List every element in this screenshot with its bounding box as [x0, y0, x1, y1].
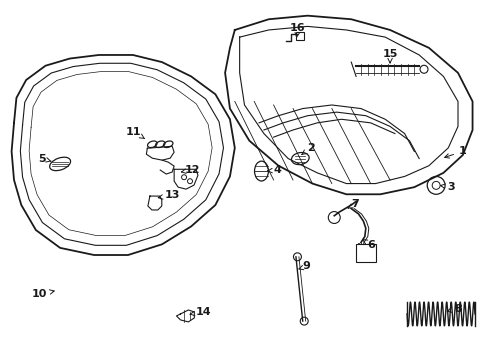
Text: 4: 4: [267, 165, 281, 175]
Text: 9: 9: [298, 261, 310, 271]
Text: 16: 16: [289, 23, 305, 37]
Text: 13: 13: [158, 190, 180, 201]
Text: 5: 5: [38, 154, 51, 163]
Text: 12: 12: [181, 165, 200, 175]
Bar: [296, 32, 304, 40]
Text: 2: 2: [301, 143, 314, 154]
Text: 3: 3: [440, 182, 454, 192]
Text: 11: 11: [126, 127, 144, 139]
Text: 6: 6: [362, 239, 375, 250]
Text: 7: 7: [347, 199, 358, 209]
Text: 15: 15: [382, 49, 397, 63]
Text: 10: 10: [32, 289, 54, 299]
Text: 8: 8: [447, 303, 461, 314]
Text: 14: 14: [190, 307, 211, 317]
Text: 1: 1: [444, 147, 466, 158]
Bar: [355, 244, 375, 262]
